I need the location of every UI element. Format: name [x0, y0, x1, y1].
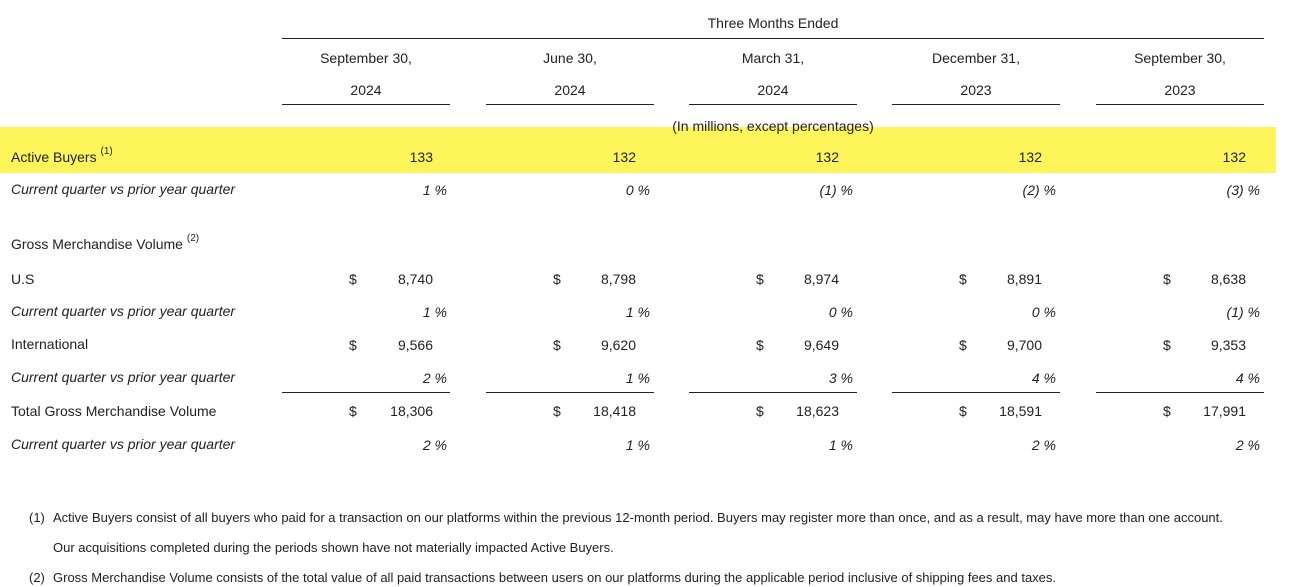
- footnote-2-marker: (2): [29, 570, 45, 585]
- active-buyers-change-value: 1 %: [422, 182, 447, 198]
- currency-symbol: $: [349, 337, 357, 353]
- currency-symbol: $: [756, 337, 764, 353]
- total-change-value: 2 %: [422, 437, 447, 453]
- international-change-value: 4 %: [1031, 370, 1056, 386]
- total-change-label: Current quarter vs prior year quarter: [11, 436, 236, 452]
- active-buyers-value: 133: [409, 149, 433, 165]
- total-change-value: 2 %: [1031, 437, 1056, 453]
- active-buyers-label: Active Buyers (1): [11, 146, 113, 165]
- international-change-value: 2 %: [422, 370, 447, 386]
- currency-symbol: $: [349, 403, 357, 419]
- us-value: 8,740: [397, 271, 433, 287]
- total-gmv-value: 18,591: [999, 403, 1042, 419]
- international-value: 9,353: [1210, 337, 1246, 353]
- us-change-value: 0 %: [1031, 304, 1056, 320]
- column-month: December 31,: [932, 50, 1020, 66]
- us-value: 8,798: [600, 271, 636, 287]
- total-gmv-value: 17,991: [1203, 403, 1246, 419]
- active-buyers-value: 132: [612, 149, 636, 165]
- active-buyers-value: 132: [1222, 149, 1246, 165]
- units-note: (In millions, except percentages): [672, 118, 874, 134]
- subtotal-rule: [1096, 392, 1264, 393]
- subtotal-rule: [486, 392, 654, 393]
- subtotal-rule: [892, 392, 1060, 393]
- us-change-label: Current quarter vs prior year quarter: [11, 303, 236, 319]
- currency-symbol: $: [959, 271, 967, 287]
- footnote-2-line-1: Gross Merchandise Volume consists of the…: [53, 570, 1057, 585]
- currency-symbol: $: [1163, 271, 1171, 287]
- column-month: March 31,: [741, 50, 805, 66]
- international-value: 9,620: [600, 337, 636, 353]
- international-change-value: 3 %: [828, 370, 853, 386]
- currency-symbol: $: [1163, 403, 1171, 419]
- column-header-rule: [892, 104, 1060, 105]
- footnote-ref-1: (1): [100, 146, 113, 157]
- column-year: 2024: [757, 82, 789, 98]
- active-buyers-change-label: Current quarter vs prior year quarter: [11, 181, 236, 197]
- total-change-value: 1 %: [828, 437, 853, 453]
- total-gmv-label: Total Gross Merchandise Volume: [11, 403, 217, 419]
- us-change-value: 1 %: [625, 304, 650, 320]
- active-buyers-value: 132: [1018, 149, 1042, 165]
- subtotal-rule: [282, 392, 450, 393]
- column-month: September 30,: [1134, 50, 1226, 66]
- total-gmv-value: 18,623: [796, 403, 839, 419]
- footnote-1-marker: (1): [29, 510, 45, 525]
- column-header-rule: [1096, 104, 1264, 105]
- currency-symbol: $: [756, 403, 764, 419]
- active-buyers-change-value: (1) %: [819, 182, 853, 198]
- footnote-ref-2: (2): [186, 233, 200, 244]
- column-header-rule: [282, 104, 450, 105]
- international-change-value: 4 %: [1235, 370, 1260, 386]
- active-buyers-value: 132: [815, 149, 839, 165]
- column-header-rule: [486, 104, 654, 105]
- column-year: 2023: [1164, 82, 1196, 98]
- active-buyers-change-value: (2) %: [1022, 182, 1056, 198]
- us-value: 8,974: [803, 271, 839, 287]
- currency-symbol: $: [553, 271, 561, 287]
- active-buyers-change-value: (3) %: [1226, 182, 1260, 198]
- active-buyers-change-value: 0 %: [625, 182, 650, 198]
- us-change-value: 0 %: [828, 304, 853, 320]
- gmv-heading: Gross Merchandise Volume (2): [11, 233, 200, 252]
- currency-symbol: $: [553, 403, 561, 419]
- currency-symbol: $: [959, 403, 967, 419]
- period-super-header: Three Months Ended: [707, 15, 839, 31]
- international-value: 9,700: [1006, 337, 1042, 353]
- footnote-1-line-1: Active Buyers consist of all buyers who …: [53, 510, 1223, 525]
- footnote-1-line-2: Our acquisitions completed during the pe…: [53, 540, 614, 555]
- column-month: September 30,: [320, 50, 412, 66]
- active-buyers-highlight: [0, 127, 1276, 173]
- international-change-value: 1 %: [625, 370, 650, 386]
- currency-symbol: $: [1163, 337, 1171, 353]
- column-month: June 30,: [543, 50, 597, 66]
- currency-symbol: $: [756, 271, 764, 287]
- column-year: 2023: [960, 82, 992, 98]
- currency-symbol: $: [349, 271, 357, 287]
- us-change-value: 1 %: [422, 304, 447, 320]
- total-change-value: 1 %: [625, 437, 650, 453]
- currency-symbol: $: [553, 337, 561, 353]
- us-value: 8,891: [1006, 271, 1042, 287]
- column-year: 2024: [350, 82, 382, 98]
- international-value: 9,566: [397, 337, 433, 353]
- column-header-rule: [689, 104, 857, 105]
- us-label: U.S: [11, 271, 35, 287]
- super-header-rule: [282, 38, 1264, 39]
- column-year: 2024: [554, 82, 586, 98]
- total-gmv-value: 18,306: [390, 403, 433, 419]
- international-value: 9,649: [803, 337, 839, 353]
- international-label: International: [11, 336, 89, 352]
- total-gmv-value: 18,418: [593, 403, 636, 419]
- subtotal-rule: [689, 392, 857, 393]
- total-change-value: 2 %: [1235, 437, 1260, 453]
- currency-symbol: $: [959, 337, 967, 353]
- us-value: 8,638: [1210, 271, 1246, 287]
- us-change-value: (1) %: [1226, 304, 1260, 320]
- international-change-label: Current quarter vs prior year quarter: [11, 369, 236, 385]
